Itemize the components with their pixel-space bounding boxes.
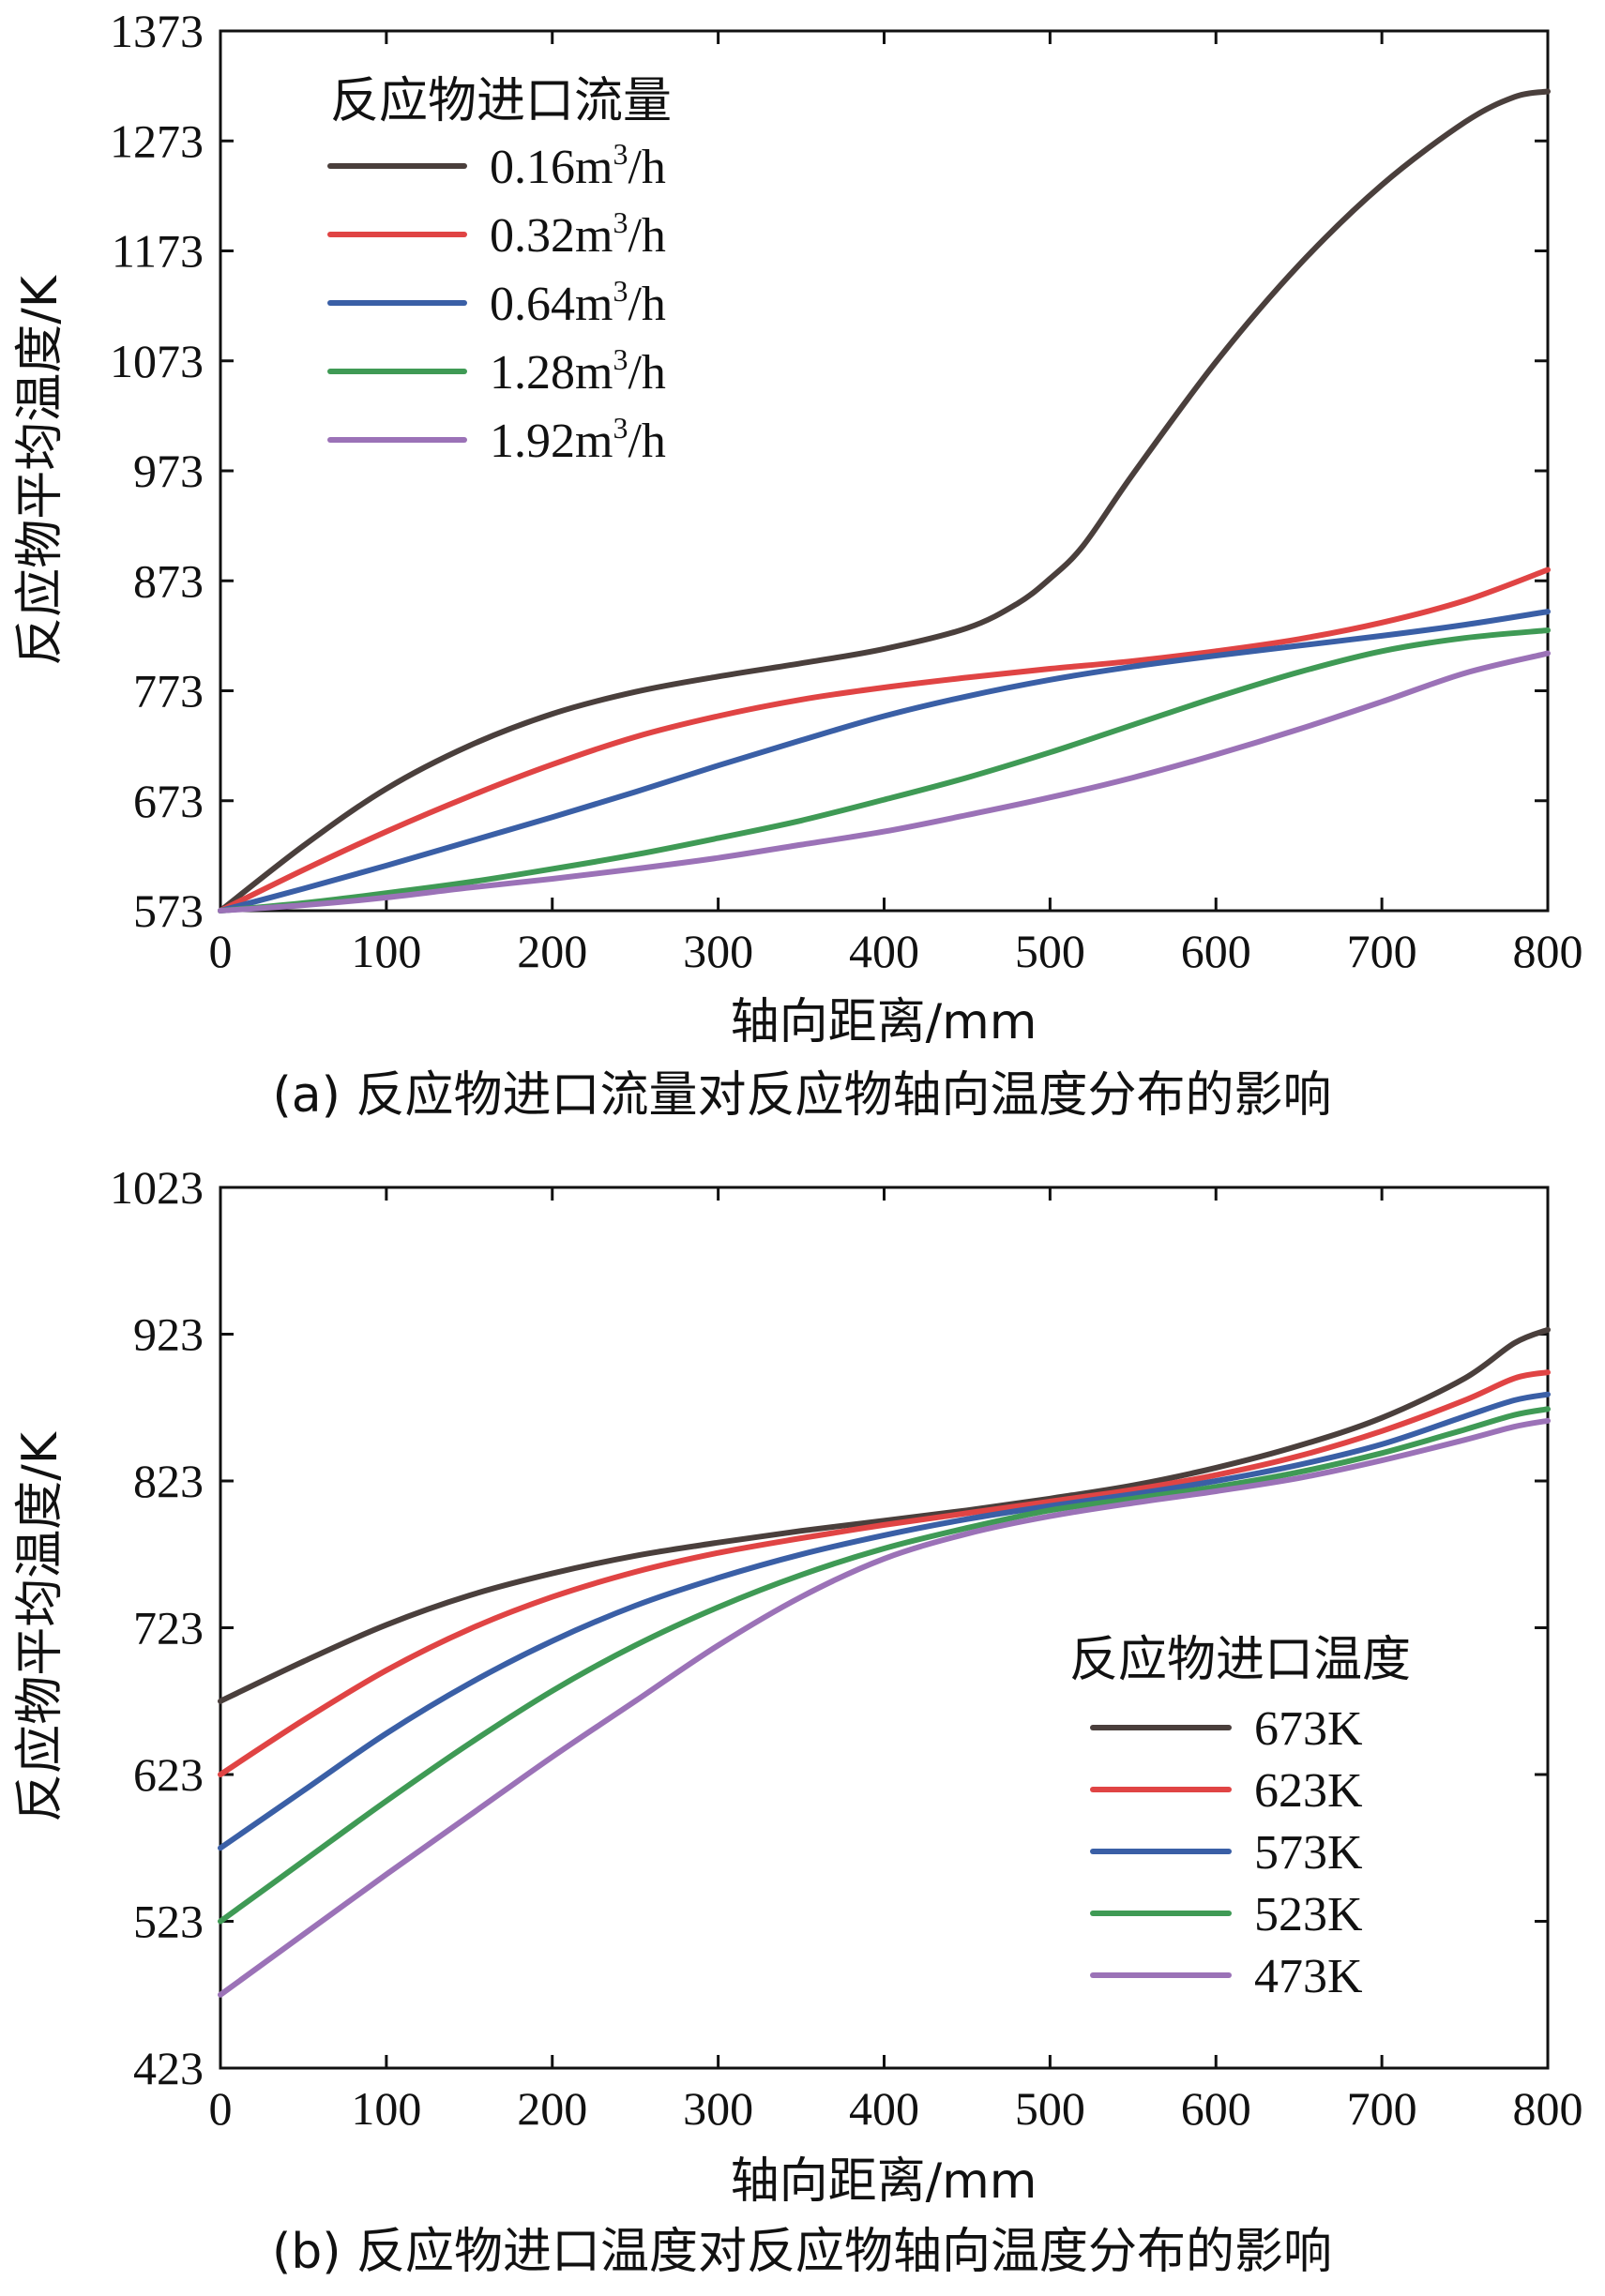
legend-label-a-1: 0.32m3/h <box>490 205 666 263</box>
y-tick-label-a: 673 <box>133 775 204 827</box>
legend-label-b-0: 673K <box>1254 1702 1363 1756</box>
y-axis-title-b: 反应物平均温度/K <box>12 1430 68 1822</box>
y-tick-label-a: 973 <box>133 445 204 497</box>
x-tick-label-b: 200 <box>517 2082 587 2135</box>
series-line-b-2 <box>218 1391 1551 1851</box>
y-tick-label-a: 573 <box>133 884 204 937</box>
x-tick-label-b: 100 <box>351 2082 421 2135</box>
legend-label-tail: /h <box>628 278 665 331</box>
x-tick-label-a: 100 <box>351 925 421 977</box>
legend-label-sup: 3 <box>613 411 628 445</box>
legend-title-b: 反应物进口温度 <box>1069 1632 1411 1688</box>
x-tick-label-b: 0 <box>209 2082 233 2135</box>
y-tick-label-b: 523 <box>133 1896 204 1948</box>
legend-label-sup: 3 <box>613 137 628 171</box>
legend-label-tail: /h <box>628 209 665 263</box>
legend-label-tail: /h <box>628 141 665 194</box>
x-tick-label-a: 600 <box>1181 925 1251 977</box>
y-tick-label-b: 1023 <box>110 1161 204 1214</box>
y-tick-label-b: 623 <box>133 1748 204 1801</box>
x-tick-label-b: 600 <box>1181 2082 1251 2135</box>
series-line-a-0 <box>218 88 1551 914</box>
legend-label-main: 473K <box>1254 1950 1363 2003</box>
legend-label-main: 573K <box>1254 1826 1363 1880</box>
legend-label-sup: 3 <box>613 205 628 239</box>
series-line-a-4 <box>218 650 1551 914</box>
x-tick-label-a: 200 <box>517 925 587 977</box>
series-line-b-4 <box>218 1417 1551 1998</box>
plot-frame-a <box>219 29 1550 913</box>
axis-ticks-b: 0 100 200 300 400 500 600 700 800 423 523 623 723 823… <box>110 1161 1583 2135</box>
x-tick-label-a: 0 <box>209 925 233 977</box>
series-line-b-0 <box>218 1326 1551 1704</box>
y-tick-label-a: 1073 <box>110 335 204 387</box>
y-tick-label-b: 823 <box>133 1455 204 1507</box>
legend-label-main: 523K <box>1254 1888 1363 1941</box>
legend-label-main: 1.28m <box>490 346 613 400</box>
x-axis-title-b: 轴向距离/mm <box>731 2153 1037 2210</box>
y-tick-label-b: 923 <box>133 1308 204 1361</box>
legend-label-main: 1.92m <box>490 415 613 468</box>
series-lines-b <box>218 1326 1551 1998</box>
y-tick-label-b: 723 <box>133 1602 204 1654</box>
legend-label-a-4: 1.92m3/h <box>490 411 666 468</box>
legend-label-a-3: 1.28m3/h <box>490 342 666 400</box>
caption-b: (b) 反应物进口温度对反应物轴向温度分布的影响 <box>272 2224 1332 2280</box>
y-tick-label-b: 423 <box>133 2042 204 2094</box>
panel-b: 0 100 200 300 400 500 600 700 800 423 523 623 723 823… <box>12 1161 1583 2280</box>
y-tick-label-a: 773 <box>133 665 204 718</box>
legend-label-a-2: 0.64m3/h <box>490 274 666 331</box>
legend-label-tail: /h <box>628 346 665 400</box>
y-tick-label-a: 1373 <box>110 5 204 57</box>
series-lines-a <box>218 88 1551 914</box>
x-tick-label-a: 300 <box>683 925 753 977</box>
series-line-b-1 <box>218 1369 1551 1777</box>
x-tick-label-b: 800 <box>1513 2082 1583 2135</box>
x-tick-label-a: 400 <box>849 925 919 977</box>
x-tick-label-b: 500 <box>1015 2082 1085 2135</box>
x-axis-title-a: 轴向距离/mm <box>731 994 1037 1050</box>
series-line-a-3 <box>218 627 1551 914</box>
caption-a: (a) 反应物进口流量对反应物轴向温度分布的影响 <box>273 1067 1332 1124</box>
x-tick-label-a: 800 <box>1513 925 1583 977</box>
legend-label-main: 623K <box>1254 1764 1363 1818</box>
legend-label-b-4: 473K <box>1254 1950 1363 2003</box>
y-tick-label-a: 1173 <box>112 225 204 278</box>
legend-label-sup: 3 <box>613 342 628 376</box>
x-tick-label-b: 700 <box>1347 2082 1417 2135</box>
series-line-a-1 <box>218 566 1551 914</box>
series-line-b-3 <box>218 1406 1551 1925</box>
axis-ticks-a: 0 100 200 300 400 500 600 700 800 573 673 773 873 973… <box>110 5 1583 977</box>
x-tick-label-a: 500 <box>1015 925 1085 977</box>
panel-a: 0 100 200 300 400 500 600 700 800 573 673 773 873 973… <box>12 5 1583 1124</box>
y-tick-label-a: 1273 <box>110 114 204 167</box>
legend-label-b-3: 523K <box>1254 1888 1363 1941</box>
legend-label-main: 673K <box>1254 1702 1363 1756</box>
legend-label-b-2: 573K <box>1254 1826 1363 1880</box>
series-line-a-2 <box>218 609 1551 914</box>
x-tick-label-a: 700 <box>1347 925 1417 977</box>
legend-a: 反应物进口流量 0.16m3/h0.32m3/h0.64m3/h1.28m3/h… <box>327 73 672 468</box>
legend-label-main: 0.32m <box>490 209 613 263</box>
legend-label-tail: /h <box>628 415 665 468</box>
legend-label-main: 0.16m <box>490 141 613 194</box>
legend-label-main: 0.64m <box>490 278 613 331</box>
y-tick-label-a: 873 <box>133 554 204 607</box>
x-tick-label-b: 400 <box>849 2082 919 2135</box>
legend-label-sup: 3 <box>613 274 628 308</box>
legend-b: 反应物进口温度 673K 623K 573K 523K 473K <box>1069 1632 1411 2003</box>
x-tick-label-b: 300 <box>683 2082 753 2135</box>
y-axis-title-a: 反应物平均温度/K <box>12 274 68 666</box>
legend-label-b-1: 623K <box>1254 1764 1363 1818</box>
legend-label-a-0: 0.16m3/h <box>490 137 666 194</box>
legend-title-a: 反应物进口流量 <box>330 73 672 129</box>
